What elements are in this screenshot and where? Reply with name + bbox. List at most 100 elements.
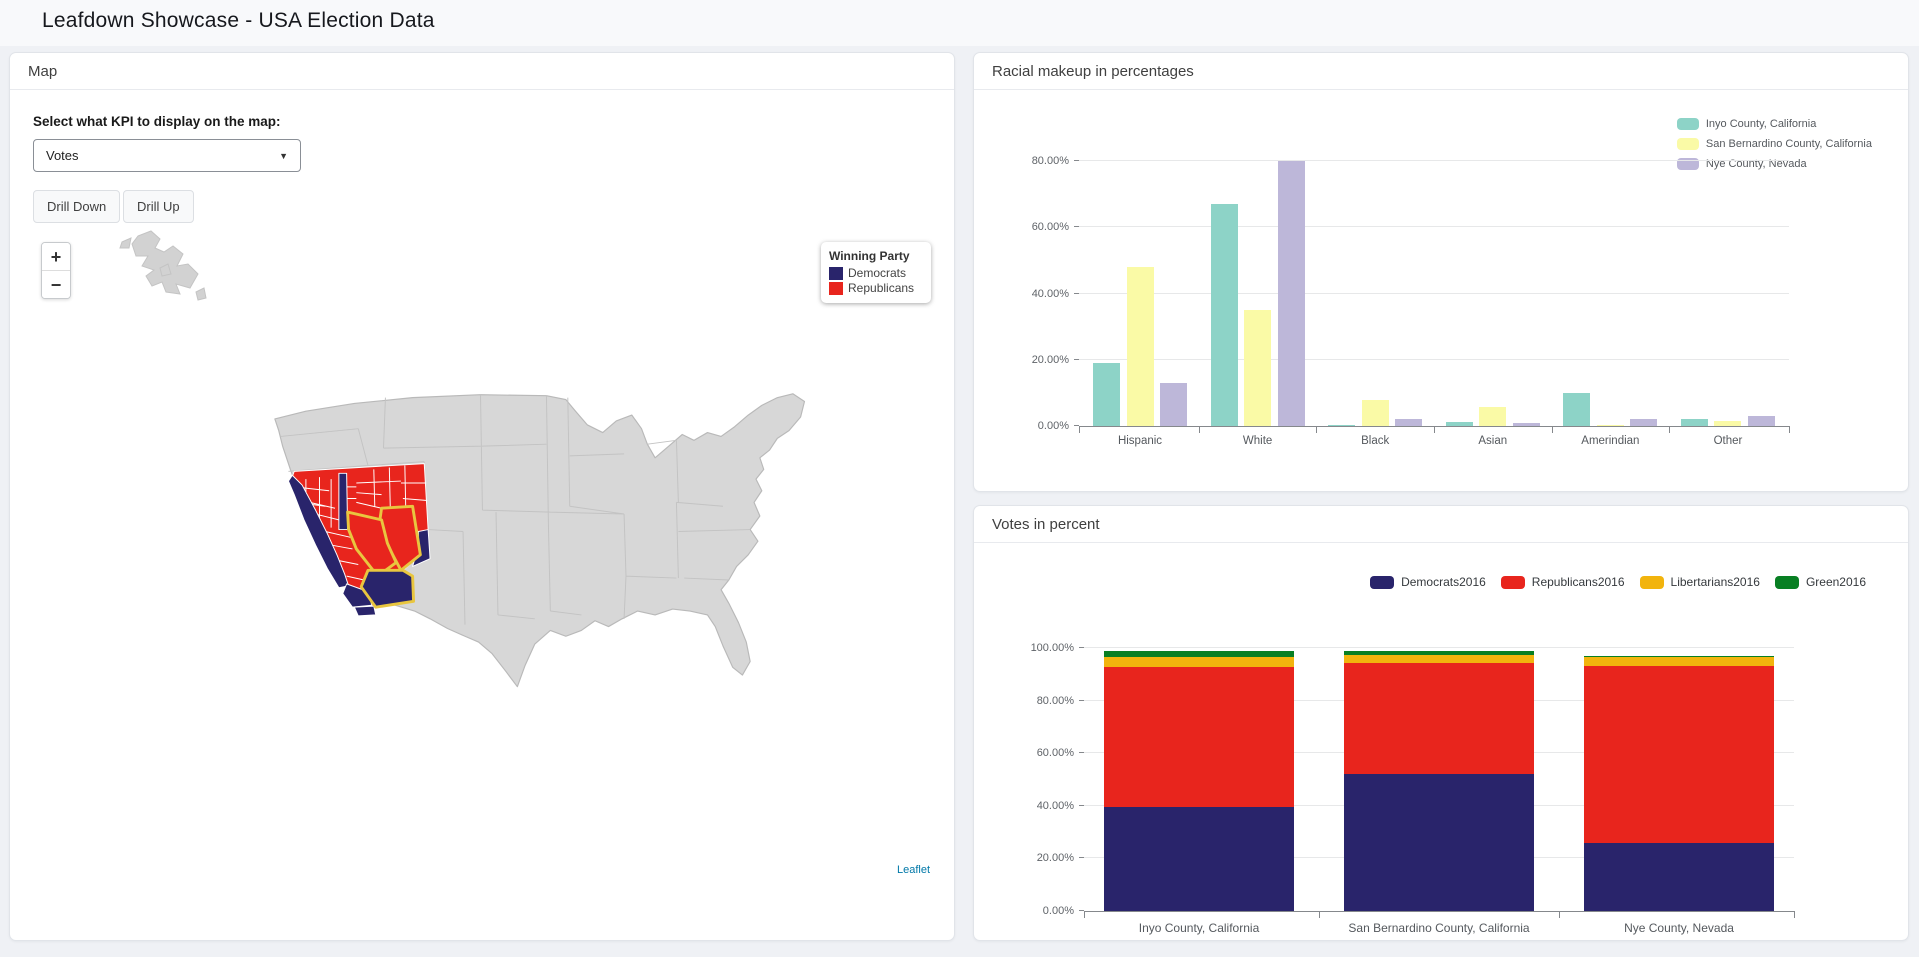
stack-segment[interactable] [1344,663,1534,774]
chart-bar[interactable] [1361,400,1389,426]
chart-bar[interactable] [1160,383,1187,426]
racial-makeup-panel: Racial makeup in percentages Inyo County… [973,52,1909,492]
leaflet-link[interactable]: Leaflet [896,864,930,876]
bar-group [1563,393,1658,426]
x-axis-category-label: San Bernardino County, California [1348,921,1530,935]
chart-bar[interactable] [1512,423,1540,426]
bar-group [1680,416,1775,426]
stack-segment[interactable] [1104,807,1294,911]
racial-chart-xlabels: Hispanic White Black Asian Amerindian Other [1079,435,1789,447]
chart-bar[interactable] [1210,204,1238,426]
chart-bar[interactable] [1395,419,1423,426]
chart-bar[interactable] [1445,422,1473,426]
county-san-bernardino-selected[interactable] [359,568,416,609]
stack-segment[interactable] [1584,657,1774,666]
votes-chart-xlabels: Inyo County, California San Bernardino Co… [1084,921,1794,935]
county-region-democrat-coast[interactable] [287,474,350,589]
votes-panel: Votes in percent Democrats2016 Republican… [973,505,1909,941]
chart-bar[interactable] [1277,161,1305,426]
chart-bar[interactable] [1680,419,1708,426]
stacked-bar[interactable] [1344,651,1534,911]
y-axis-label: 20.00% [1036,852,1074,865]
y-axis-label: 40.00% [1036,799,1074,812]
legend-item[interactable]: Green2016 [1774,575,1866,589]
racial-chart-plot: 0.00% 20.00% 40.00% 60.00% 80.00% [1032,149,1790,433]
x-axis-tick [1079,426,1080,433]
x-axis-tick [1198,426,1200,433]
legend-swatch [1676,138,1699,150]
chart-bar[interactable] [1328,425,1356,426]
zoom-out-button[interactable]: − [42,271,70,298]
legend-swatch [829,267,843,280]
x-axis-category-label: Asian [1478,435,1508,447]
y-axis-tick [1079,804,1084,806]
stack-segment[interactable] [1104,667,1294,807]
stack-segment[interactable] [1344,655,1534,663]
legend-swatch [1500,575,1525,589]
legend-swatch [1639,575,1664,589]
winning-party-legend-title: Winning Party [829,249,910,263]
x-axis-category-label: Nye County, Nevada [1624,921,1734,935]
zoom-in-button[interactable]: + [42,243,70,271]
x-axis-category-label: Amerindian [1581,435,1640,447]
stack-segment[interactable] [1584,656,1774,657]
legend-item[interactable]: Democrats2016 [1370,575,1486,589]
stack-segment[interactable] [1104,651,1294,657]
gridline [1079,292,1789,294]
stack-segment[interactable] [1584,843,1774,911]
racial-makeup-chart: Inyo County, California San Bernardino Co… [974,90,1908,490]
kpi-select-label: Select what KPI to display on the map: [33,114,281,129]
winning-party-legend-item: Republicans [829,281,921,296]
stacked-bar[interactable] [1584,656,1774,911]
y-axis-tick [1074,425,1079,426]
legend-item[interactable]: Libertarians2016 [1639,575,1760,589]
map-panel-body: Select what KPI to display on the map: V… [10,90,954,939]
chart-bar[interactable] [1244,310,1272,426]
bar-group [1445,407,1540,426]
x-axis-tick [1084,911,1085,918]
chart-bar[interactable] [1479,407,1507,426]
racial-panel-title: Racial makeup in percentages [992,62,1194,80]
bar-group [1210,161,1305,426]
y-axis-label: 40.00% [1031,287,1069,300]
chart-bar[interactable] [1126,267,1154,426]
county-choropleth[interactable] [287,463,431,617]
chart-bar[interactable] [1093,363,1120,426]
drill-up-button[interactable]: Drill Up [123,190,194,223]
stacked-bar[interactable] [1104,651,1294,911]
x-axis-tick [1789,426,1790,433]
chart-bar[interactable] [1563,393,1591,426]
kpi-dropdown[interactable]: Votes ▼ [33,139,301,172]
y-axis-tick [1079,752,1084,754]
stack-segment[interactable] [1344,651,1534,655]
legend-label: San Bernardino County, California [1705,138,1872,150]
county-democrat-south-2[interactable] [353,605,377,617]
chart-bar[interactable] [1630,419,1658,426]
chart-bar[interactable] [1596,425,1624,426]
drill-down-button[interactable]: Drill Down [33,190,121,223]
x-axis-category-label: Hispanic [1117,435,1163,447]
racial-panel-header: Racial makeup in percentages [974,53,1908,90]
legend-item[interactable]: Inyo County, California [1676,118,1872,130]
usa-map-group [274,393,806,688]
y-axis-tick [1074,358,1079,360]
legend-item[interactable]: San Bernardino County, California [1676,138,1872,150]
x-axis-category-label: Inyo County, California [1138,921,1260,935]
chart-bar[interactable] [1714,421,1742,426]
map-panel-title: Map [28,62,58,80]
gridline [1084,647,1794,648]
stack-segment[interactable] [1584,666,1774,843]
chart-bar[interactable] [1747,416,1775,426]
legend-item[interactable]: Republicans2016 [1500,575,1625,589]
county-democrat-strip[interactable] [338,472,349,531]
bar-group [1093,267,1187,426]
y-axis-tick [1079,910,1084,911]
gridline [1079,226,1789,228]
usa-choropleth-map[interactable] [10,90,954,939]
stack-segment[interactable] [1344,774,1534,911]
legend-swatch [1370,575,1395,589]
legend-label: Republicans [848,281,915,295]
legend-label: Republicans2016 [1531,575,1625,589]
stack-segment[interactable] [1104,657,1294,667]
legend-label: Inyo County, California [1705,118,1817,130]
